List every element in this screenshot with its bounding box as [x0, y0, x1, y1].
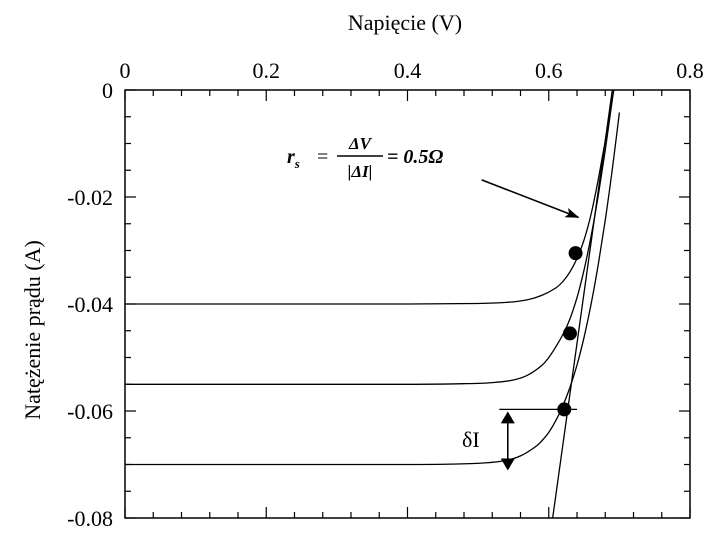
x-tick-label: 0.4 [394, 58, 422, 83]
delta-i-label: δI [462, 427, 480, 452]
y-tick-label: -0.06 [67, 399, 113, 424]
rs-formula: rs = ΔV |ΔI| = 0.5Ω [287, 134, 443, 181]
iv-curve-3 [125, 112, 621, 466]
iv-curves [125, 90, 621, 466]
series-resistance-line [551, 90, 613, 518]
delta-i-arrow-down [500, 458, 515, 471]
y-tick-label: 0 [102, 78, 113, 103]
delta-i-bracket [499, 408, 577, 471]
operating-point-1 [568, 246, 583, 261]
y-tick-label: -0.02 [67, 185, 113, 210]
rs-value: = 0.5Ω [387, 146, 443, 168]
x-axis-title: Napięcie (V) [348, 10, 462, 35]
operating-point-2 [562, 326, 577, 341]
x-tick-label: 0.6 [535, 58, 563, 83]
iv-curve-2 [125, 90, 615, 385]
svg-text:rs: rs [287, 146, 300, 171]
tick-labels: 0 0.2 0.4 0.6 0.8 0 -0.02 -0.04 -0.06 -0.08 [67, 58, 704, 531]
rs-subscript: s [294, 156, 300, 171]
x-tick-label: 0.2 [253, 58, 281, 83]
rs-numerator: ΔV [348, 134, 373, 153]
operating-points [557, 246, 583, 417]
rs-equals: = [317, 146, 328, 168]
operating-point-3 [557, 402, 572, 417]
rs-symbol: r [287, 146, 295, 168]
rs-arrow-line [481, 179, 580, 219]
x-tick-label: 0.8 [676, 58, 704, 83]
rs-tangent-line [551, 90, 613, 518]
rs-denominator: |ΔI| [348, 162, 373, 181]
y-axis-title: Natężenie prądu (A) [20, 240, 45, 420]
y-tick-label: -0.04 [67, 292, 113, 317]
delta-i-arrow-up [500, 411, 515, 424]
x-tick-label: 0 [120, 58, 131, 83]
rs-arrow [481, 179, 580, 219]
y-tick-label: -0.08 [67, 506, 113, 531]
